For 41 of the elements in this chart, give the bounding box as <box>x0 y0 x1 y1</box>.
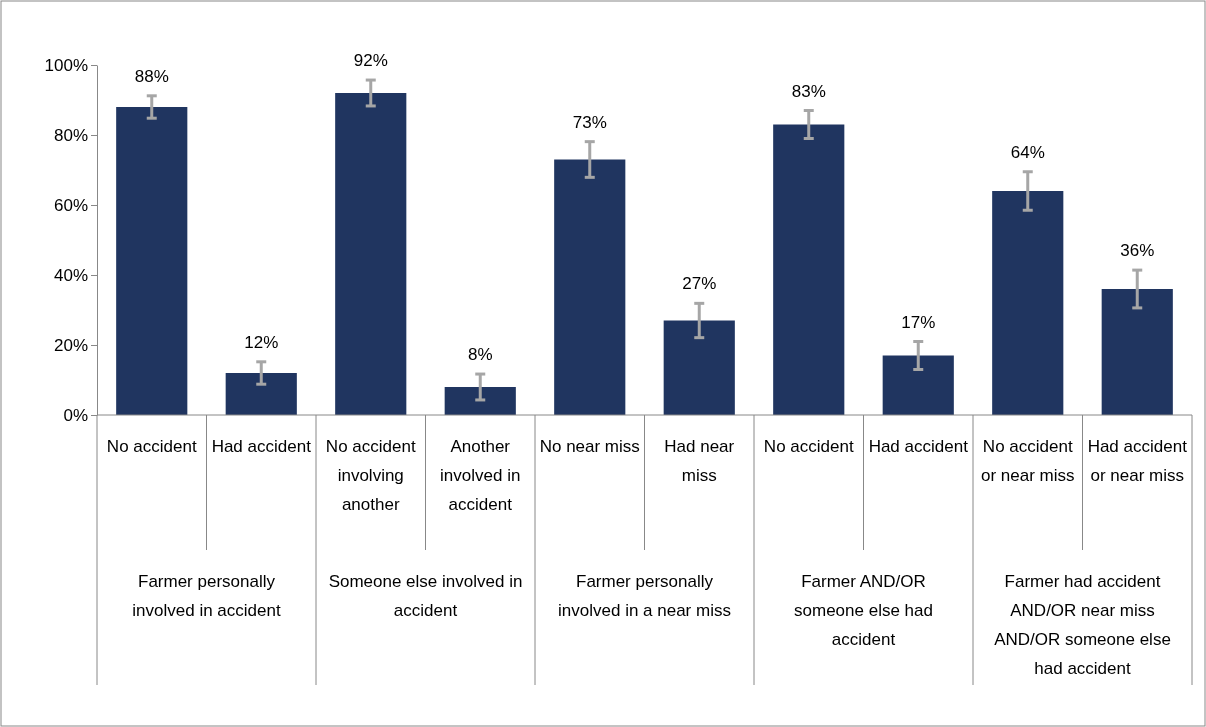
x-tick-label: No accident <box>763 437 854 456</box>
y-tick-label: 60% <box>53 195 88 215</box>
data-label: 64% <box>1010 142 1045 162</box>
x-tick-label: Had accident or near miss <box>1087 437 1188 485</box>
x-tick-label: Had near miss <box>664 437 735 485</box>
data-label: 92% <box>353 51 388 71</box>
x-tick-label: No accident or near miss <box>980 437 1075 485</box>
text: Farmer personally involved in accident <box>132 572 281 620</box>
y-tick-label: 100% <box>44 55 88 75</box>
data-label: 8% <box>467 345 493 365</box>
y-tick-label: 0% <box>63 405 88 425</box>
x-tick-label: Had accident <box>868 437 969 456</box>
x-tick-label: Had accident <box>211 437 312 456</box>
bar <box>335 93 407 415</box>
bar <box>116 107 188 415</box>
data-label: 83% <box>791 81 826 101</box>
bar <box>773 124 845 415</box>
text: Farmer had accident AND/OR near miss AND/OR someone else had accident <box>994 572 1171 678</box>
bar <box>554 159 626 415</box>
text: Farmer AND/OR someone else had accident <box>794 572 933 649</box>
x-tick-label: Another involved in accident <box>440 437 521 514</box>
data-label: 36% <box>1120 241 1155 261</box>
bar <box>1101 289 1173 415</box>
data-label: 17% <box>901 312 936 332</box>
bar <box>663 320 735 415</box>
x-tick-label: No accident <box>106 437 197 456</box>
bar <box>444 387 516 415</box>
data-label: 27% <box>682 274 717 294</box>
data-label: 12% <box>244 332 279 352</box>
text: Someone else involved in accident <box>328 572 523 620</box>
text: Farmer personally involved in a near miss <box>558 572 731 620</box>
data-label: 73% <box>572 112 607 132</box>
y-tick-label: 80% <box>53 125 88 145</box>
y-tick-label: 20% <box>53 335 88 355</box>
x-tick-label: No near miss <box>539 437 640 456</box>
bar <box>225 373 297 415</box>
data-label: 88% <box>134 66 169 86</box>
bar <box>992 191 1064 415</box>
bar <box>882 355 954 415</box>
y-tick-label: 40% <box>53 265 88 285</box>
x-tick-label: No accident involving another <box>325 437 416 514</box>
